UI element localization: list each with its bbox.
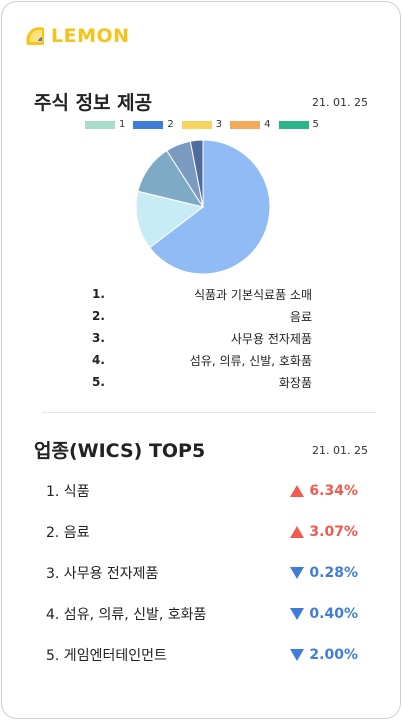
- change-value: 0.40%: [290, 606, 358, 622]
- list-item: 1. 식품과 기본식료품 소매: [92, 283, 312, 305]
- divider: [42, 412, 376, 413]
- pie-slice-2[interactable]: [135, 190, 205, 249]
- rank-number: 5.: [92, 375, 105, 389]
- table-row[interactable]: 3. 사무용 전자제품 0.28%: [46, 552, 358, 593]
- triangle-down-icon: [290, 566, 305, 579]
- triangle-down-icon: [290, 607, 305, 620]
- table-row[interactable]: 4. 섬유, 의류, 신발, 호화품 0.40%: [46, 593, 358, 634]
- ranking-list: 1. 식품과 기본식료품 소매 2. 음료 3. 사무용 전자제품 4. 섬유, 의류, 신발…: [92, 283, 312, 393]
- list-item: 2. 음료: [92, 305, 312, 327]
- change-percent: 3.07%: [309, 523, 358, 540]
- change-value: 6.34%: [290, 483, 358, 499]
- rank-name: 화장품: [278, 375, 312, 390]
- legend-item: 3: [181, 119, 223, 130]
- triangle-down-icon: [290, 648, 305, 661]
- legend-item: 4: [230, 119, 271, 130]
- change-value: 3.07%: [290, 524, 358, 540]
- pie-slice-5[interactable]: [189, 139, 204, 208]
- brand-name: LEMON: [51, 25, 130, 47]
- rank-name: 음료: [289, 309, 312, 324]
- industry-name: 4. 섬유, 의류, 신발, 호화품: [46, 606, 207, 623]
- change-value: 2.00%: [290, 647, 358, 663]
- industry-name: 2. 음료: [46, 524, 90, 541]
- rank-number: 3.: [92, 331, 105, 345]
- legend-swatch: [278, 120, 309, 129]
- legend-label: 2: [167, 119, 174, 130]
- change-value: 0.28%: [290, 565, 358, 581]
- section-title-stock-info: 주식 정보 제공: [34, 92, 153, 114]
- industry-name: 3. 사무용 전자제품: [46, 565, 159, 582]
- list-item: 4. 섬유, 의류, 신발, 호화품: [92, 349, 312, 371]
- pie-slice-1[interactable]: [148, 139, 271, 275]
- change-percent: 2.00%: [309, 646, 358, 663]
- legend-item: 1: [85, 119, 125, 130]
- change-percent: 0.40%: [309, 605, 358, 622]
- logo[interactable]: LEMON: [24, 22, 130, 50]
- section-date: 21. 01. 25: [312, 96, 368, 109]
- list-item: 3. 사무용 전자제품: [92, 327, 312, 349]
- legend-swatch: [230, 120, 261, 129]
- triangle-up-icon: [290, 525, 305, 538]
- table-row[interactable]: 2. 음료 3.07%: [46, 511, 358, 552]
- rank-number: 1.: [92, 287, 105, 301]
- top5-list: 1. 식품 6.34% 2. 음료 3.07% 3. 사무용 전자제품 0.28% 4. 섬…: [46, 470, 358, 675]
- section-title-top5: 업종(WICS) TOP5: [34, 440, 206, 462]
- legend-swatch: [133, 120, 164, 129]
- legend-label: 4: [264, 119, 271, 130]
- legend-label: 1: [119, 119, 126, 130]
- legend-swatch: [181, 120, 212, 129]
- industry-name: 1. 식품: [46, 483, 90, 500]
- legend-item: 2: [133, 119, 174, 130]
- section-date-top5: 21. 01. 25: [312, 444, 368, 457]
- industry-name: 5. 게임엔터테인먼트: [46, 647, 167, 664]
- lemon-icon: [26, 27, 44, 45]
- table-row[interactable]: 5. 게임엔터테인먼트 2.00%: [46, 634, 358, 675]
- pie-legend: 1 2 3 4 5: [85, 119, 327, 130]
- legend-label: 3: [215, 119, 223, 130]
- pie-chart: [135, 139, 271, 275]
- table-row[interactable]: 1. 식품 6.34%: [46, 470, 358, 511]
- list-item: 5. 화장품: [92, 371, 312, 393]
- legend-swatch: [85, 120, 115, 129]
- rank-name: 사무용 전자제품: [230, 331, 312, 346]
- legend-label: 5: [312, 119, 319, 130]
- change-percent: 0.28%: [309, 564, 358, 581]
- rank-number: 4.: [92, 353, 105, 367]
- change-percent: 6.34%: [309, 482, 358, 499]
- legend-item: 5: [278, 119, 319, 130]
- rank-name: 섬유, 의류, 신발, 호화품: [189, 353, 312, 368]
- triangle-up-icon: [290, 484, 305, 497]
- rank-name: 식품과 기본식료품 소매: [193, 287, 312, 302]
- rank-number: 2.: [92, 309, 105, 323]
